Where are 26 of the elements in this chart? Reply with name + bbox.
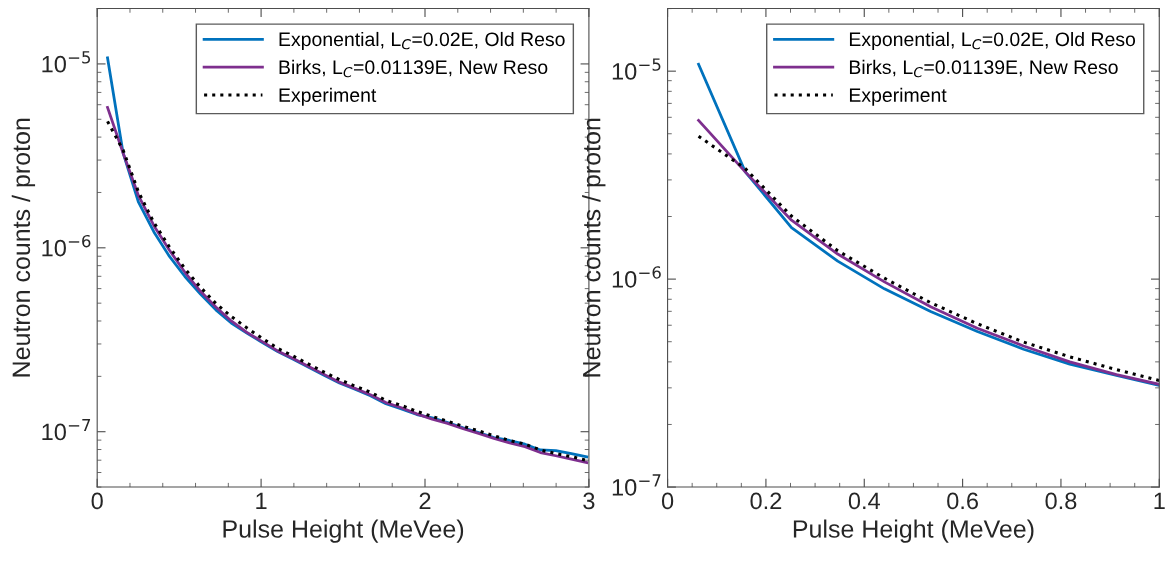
y-tick-label: 10$^{−6}$ — [42, 234, 91, 257]
legend-label: Experiment — [849, 87, 947, 106]
x-tick-label: 1 — [256, 492, 267, 510]
x-tick-label: 0 — [661, 492, 674, 510]
x-tick-label: 0.8 — [1045, 492, 1077, 510]
x-tick-label: 0.6 — [947, 492, 978, 510]
y-tick-label: 10$^{−5}$ — [612, 58, 661, 80]
legend-label: Exponential, L$_{C}$=0.02E, Old Reso — [849, 31, 1136, 51]
legend-label: Birks, L$_{C}$=0.01139E, New Reso — [279, 59, 548, 78]
legend-label: Birks, L$_{C}$=0.01139E, New Reso — [849, 59, 1118, 78]
y-tick-label: 10$^{−7}$ — [612, 474, 661, 496]
y-tick-label: 10$^{−6}$ — [612, 266, 661, 288]
x-tick-label: 3 — [583, 492, 595, 510]
x-axis-title: Pulse Height (MeVee) — [793, 519, 1034, 543]
x-tick-label: 2 — [419, 492, 431, 510]
legend-label: Exponential, L$_{C}$=0.02E, Old Reso — [279, 31, 565, 51]
x-axis-title: Pulse Height (MeVee) — [223, 519, 464, 543]
x-tick-label: 0.2 — [750, 492, 782, 510]
x-tick-label: 0.4 — [848, 492, 880, 510]
y-tick-label: 10$^{−7}$ — [42, 419, 91, 441]
y-axis-title: Neutron counts / proton — [11, 118, 36, 377]
legend-label: Experiment — [279, 87, 377, 106]
x-tick-label: 0 — [91, 492, 103, 510]
y-tick-label: 10$^{−5}$ — [42, 51, 91, 73]
x-tick-label: 1 — [1154, 492, 1165, 510]
y-axis-title: Neutron counts / proton — [582, 118, 606, 377]
